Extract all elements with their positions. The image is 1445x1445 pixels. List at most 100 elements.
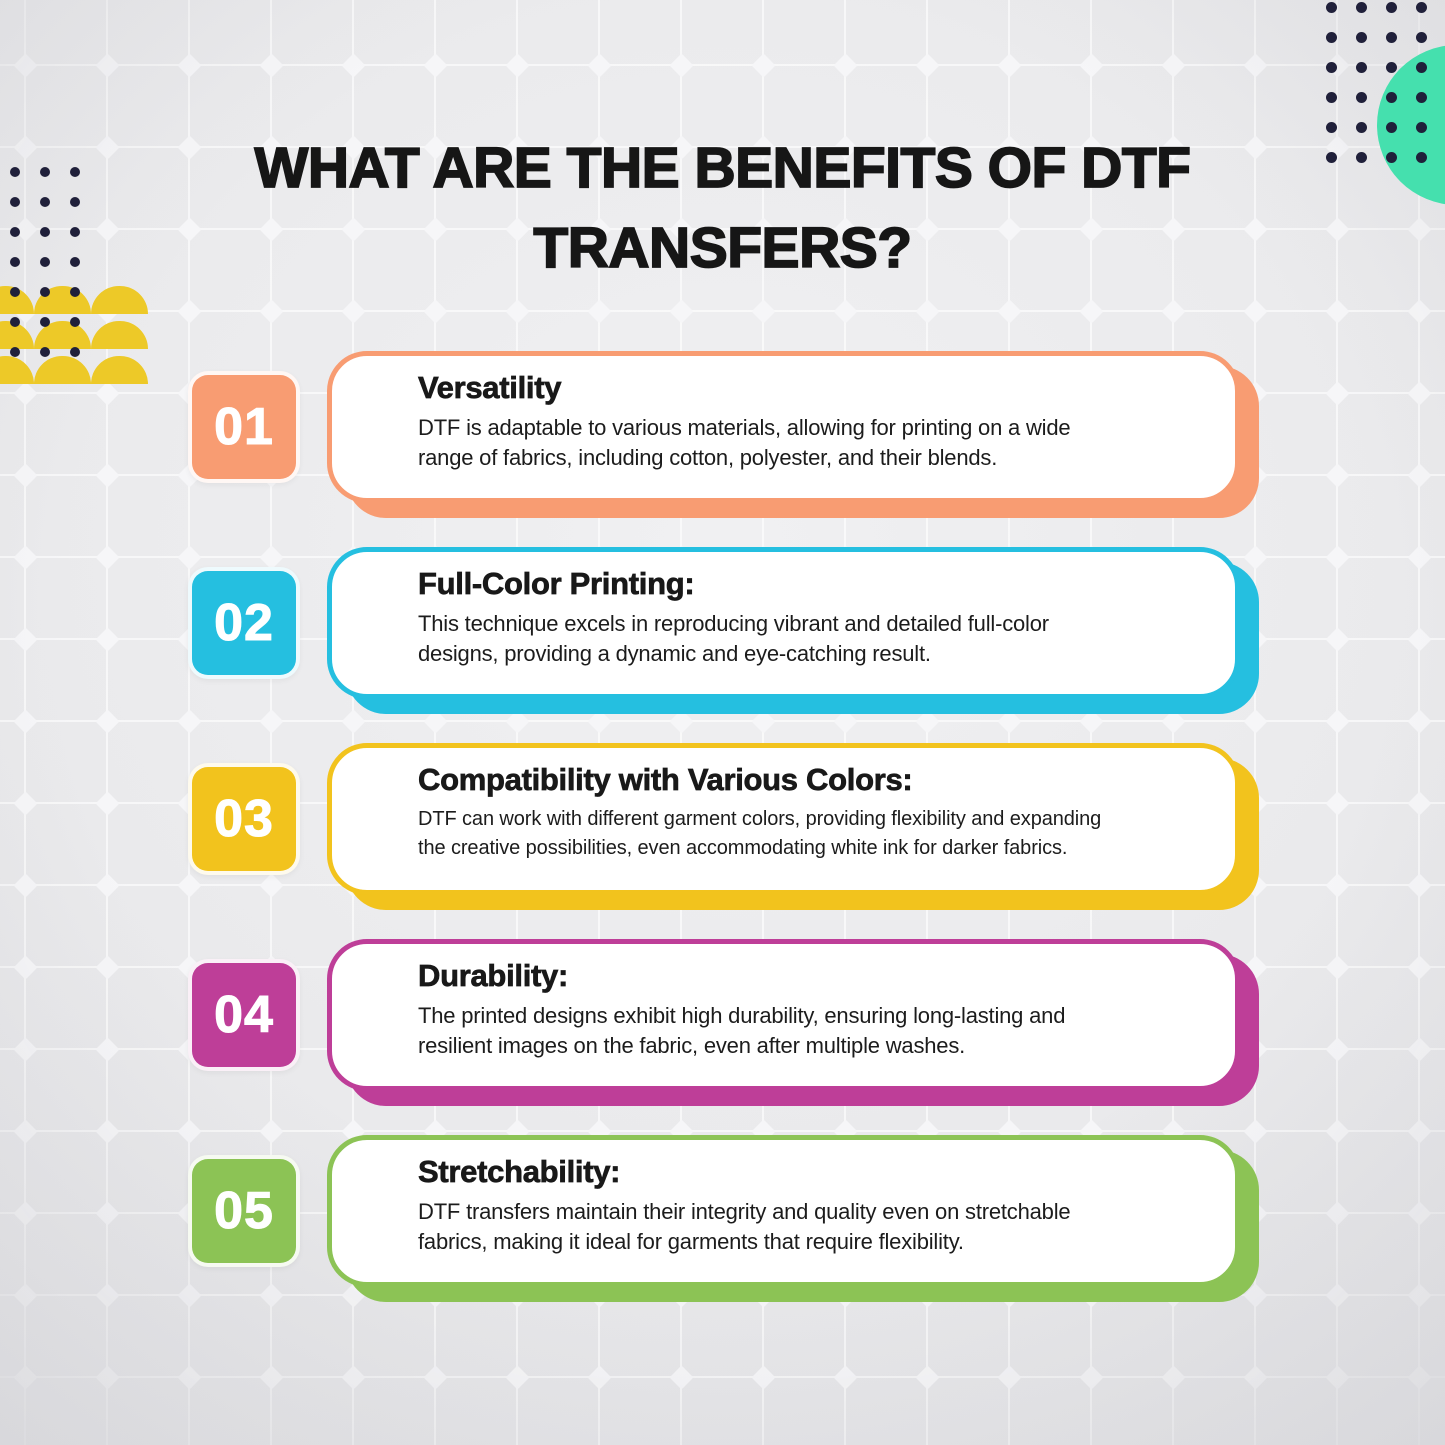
- page-title: WHAT ARE THE BENEFITS OF DTF TRANSFERS?: [254, 135, 1192, 281]
- decorative-dot: [1416, 92, 1427, 103]
- decorative-dot: [10, 287, 20, 297]
- decorative-dot: [40, 227, 50, 237]
- decorative-dot: [10, 257, 20, 267]
- grid-diamond: [95, 1365, 120, 1390]
- grid-diamond: [997, 709, 1022, 734]
- benefit-card-row-5: 05 Stretchability: DTF transfers maintai…: [188, 1135, 1260, 1287]
- grid-diamond: [95, 873, 120, 898]
- grid-diamond: [423, 1283, 448, 1308]
- card-number: 04: [214, 986, 274, 1045]
- grid-diamond: [915, 1283, 940, 1308]
- decorative-dot: [1326, 92, 1337, 103]
- grid-diamond: [1325, 1201, 1350, 1226]
- grid-diamond: [1407, 545, 1432, 570]
- grid-diamond: [1079, 53, 1104, 78]
- decorative-dot: [10, 347, 20, 357]
- decorative-dot: [1326, 122, 1337, 133]
- decorative-dot: [1386, 122, 1397, 133]
- grid-diamond: [833, 53, 858, 78]
- grid-diamond: [177, 1283, 202, 1308]
- grid-diamond: [997, 1365, 1022, 1390]
- grid-diamond: [1407, 1037, 1432, 1062]
- card-heading: Durability:: [418, 958, 569, 994]
- decorative-dot: [1356, 32, 1367, 43]
- decorative-dot: [70, 287, 80, 297]
- grid-diamond: [177, 53, 202, 78]
- decorative-dot: [1416, 62, 1427, 73]
- grid-line-horizontal: [0, 1130, 1445, 1132]
- decorative-dot: [1416, 32, 1427, 43]
- grid-diamond: [95, 955, 120, 980]
- decorative-dot: [1386, 2, 1397, 13]
- grid-diamond: [13, 53, 38, 78]
- grid-diamond: [341, 1365, 366, 1390]
- grid-diamond: [1407, 1365, 1432, 1390]
- grid-diamond: [423, 709, 448, 734]
- grid-diamond: [1079, 299, 1104, 324]
- grid-diamond: [669, 709, 694, 734]
- grid-diamond: [13, 1201, 38, 1226]
- grid-diamond: [95, 381, 120, 406]
- card-body-text: DTF transfers maintain their integrity a…: [418, 1199, 1071, 1254]
- card-number-badge-2: 02: [188, 567, 300, 679]
- decorative-dot: [40, 287, 50, 297]
- grid-diamond: [1325, 299, 1350, 324]
- decorative-dot: [1356, 62, 1367, 73]
- grid-diamond: [1243, 1283, 1268, 1308]
- decorative-dot: [1356, 152, 1367, 163]
- grid-diamond: [915, 299, 940, 324]
- decorative-dot: [70, 197, 80, 207]
- grid-diamond: [1325, 463, 1350, 488]
- card-heading: Full-Color Printing:: [418, 566, 695, 602]
- decorative-dot: [1416, 152, 1427, 163]
- grid-diamond: [13, 955, 38, 980]
- card-number-badge-1: 01: [188, 371, 300, 483]
- decorative-dot: [70, 257, 80, 267]
- grid-diamond: [505, 709, 530, 734]
- grid-diamond: [833, 299, 858, 324]
- grid-diamond: [13, 709, 38, 734]
- grid-diamond: [1407, 1283, 1432, 1308]
- grid-diamond: [1243, 299, 1268, 324]
- grid-diamond: [13, 1037, 38, 1062]
- benefit-card-5: Stretchability: DTF transfers maintain t…: [327, 1135, 1240, 1287]
- grid-diamond: [915, 709, 940, 734]
- benefit-card-row-2: 02 Full-Color Printing: This technique e…: [188, 547, 1260, 699]
- decorative-dot: [1326, 2, 1337, 13]
- decorative-dot: [10, 317, 20, 327]
- grid-diamond: [751, 1365, 776, 1390]
- grid-diamond: [587, 709, 612, 734]
- grid-diamond: [95, 53, 120, 78]
- grid-diamond: [259, 1283, 284, 1308]
- card-heading: Compatibility with Various Colors:: [418, 762, 913, 798]
- grid-diamond: [669, 53, 694, 78]
- grid-diamond: [751, 1283, 776, 1308]
- grid-diamond: [587, 53, 612, 78]
- grid-diamond: [177, 299, 202, 324]
- grid-diamond: [13, 381, 38, 406]
- decorative-dot: [1326, 62, 1337, 73]
- grid-diamond: [95, 1119, 120, 1144]
- dots-grid-top-right: [1326, 2, 1436, 172]
- grid-diamond: [1243, 709, 1268, 734]
- card-heading: Versatility: [418, 370, 562, 406]
- decorative-dot: [1326, 152, 1337, 163]
- grid-diamond: [751, 709, 776, 734]
- card-number-badge-5: 05: [188, 1155, 300, 1267]
- grid-diamond: [95, 709, 120, 734]
- grid-diamond: [997, 1283, 1022, 1308]
- decorative-dot: [1386, 62, 1397, 73]
- grid-diamond: [259, 709, 284, 734]
- card-number-badge-3: 03: [188, 763, 300, 875]
- grid-diamond: [1243, 1365, 1268, 1390]
- grid-diamond: [1079, 1365, 1104, 1390]
- grid-diamond: [1325, 627, 1350, 652]
- decorative-dot: [1386, 32, 1397, 43]
- decorative-dot: [1356, 2, 1367, 13]
- grid-diamond: [423, 1365, 448, 1390]
- benefit-card-1: Versatility DTF is adaptable to various …: [327, 351, 1240, 503]
- decorative-dot: [70, 317, 80, 327]
- decorative-dot: [1326, 32, 1337, 43]
- dots-grid-left: [10, 167, 90, 367]
- grid-diamond: [177, 709, 202, 734]
